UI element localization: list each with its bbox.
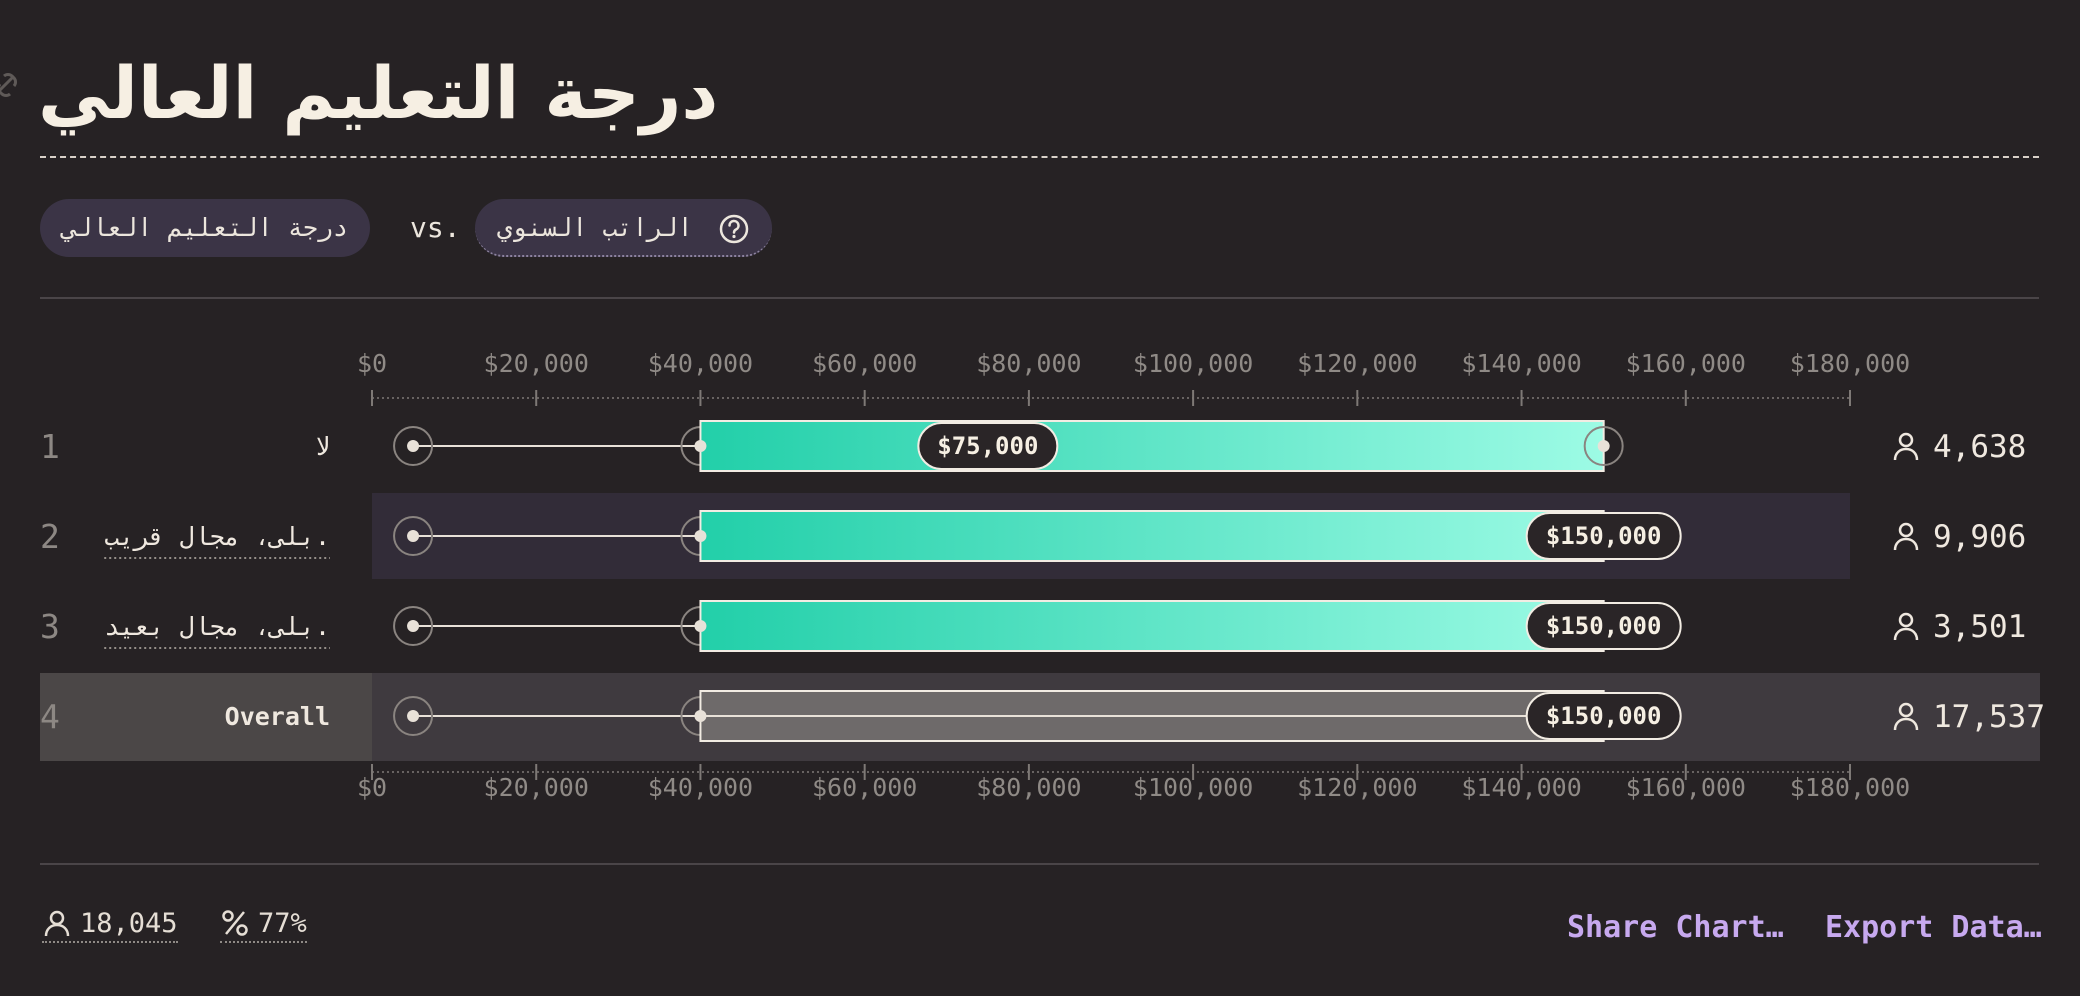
row-label: بلى، مجال قريب. bbox=[104, 522, 330, 551]
median-pill bbox=[1525, 512, 1682, 560]
min-marker-ring bbox=[393, 696, 434, 736]
person-icon-body bbox=[1893, 537, 1919, 551]
x-tick-label-top-4: $80,000 bbox=[976, 349, 1081, 378]
share-chart-link[interactable]: Share Chart… bbox=[1567, 910, 1784, 945]
q1-marker bbox=[694, 440, 707, 452]
min-marker bbox=[407, 530, 420, 542]
person-icon-head bbox=[1898, 522, 1914, 538]
percent-icon bbox=[222, 910, 248, 936]
person-icon bbox=[1893, 702, 1919, 731]
respondents-value: 18,045 bbox=[80, 908, 178, 939]
x-tick-label-top-0: $0 bbox=[357, 349, 387, 378]
min-marker-ring bbox=[393, 426, 434, 466]
x-tick-label-top-8: $160,000 bbox=[1626, 349, 1746, 378]
person-icon bbox=[1893, 432, 1919, 461]
median-label: $150,000 bbox=[1546, 612, 1662, 640]
min-marker bbox=[407, 620, 420, 632]
percent-value: 77% bbox=[258, 908, 307, 939]
row-label: Overall bbox=[225, 702, 330, 731]
x-tick-label-top-1: $20,000 bbox=[484, 349, 589, 378]
row-count: 9,906 bbox=[1933, 519, 2026, 555]
person-icon-head bbox=[1898, 432, 1914, 448]
vs-label: vs. bbox=[410, 211, 461, 244]
row-count: 3,501 bbox=[1933, 609, 2026, 645]
max-marker bbox=[1597, 440, 1610, 452]
salary-range-chart: $0 $20,000 $40,000 $60,000 $80,000 $100,000 $1… bbox=[40, 349, 2045, 802]
row-label: بلى، مجال بعيد. bbox=[104, 612, 330, 641]
page-title: درجة التعليم العالي bbox=[38, 51, 719, 135]
person-icon-body bbox=[1893, 447, 1919, 461]
x-tick-label-top-3: $60,000 bbox=[812, 349, 917, 378]
row-rank: 3 bbox=[40, 607, 60, 646]
footer-divider bbox=[40, 863, 2039, 865]
respondents-stat[interactable]: 18,045 bbox=[42, 908, 178, 943]
median-pill bbox=[1525, 692, 1682, 740]
x-tick-label-top-5: $100,000 bbox=[1133, 349, 1253, 378]
person-icon bbox=[1893, 612, 1919, 641]
percent-stat[interactable]: 77% bbox=[220, 908, 307, 943]
row-count: 4,638 bbox=[1933, 429, 2026, 465]
q1-marker bbox=[694, 620, 707, 632]
dimension-chip-label: درجة التعليم العالي bbox=[62, 213, 348, 242]
person-icon-head bbox=[1898, 702, 1914, 718]
min-marker-ring bbox=[393, 516, 434, 556]
range-bar bbox=[699, 600, 1605, 652]
overall-label-bg bbox=[40, 673, 372, 761]
x-tick-label-top-7: $140,000 bbox=[1461, 349, 1581, 378]
median-pill bbox=[1525, 602, 1682, 650]
x-tick-label-top-9: $180,000 bbox=[1790, 349, 1910, 378]
max-marker-ring bbox=[1583, 426, 1624, 466]
link-icon[interactable] bbox=[0, 70, 22, 100]
title-divider bbox=[40, 156, 2039, 158]
row-count: 17,537 bbox=[1933, 699, 2045, 735]
q1-marker bbox=[694, 710, 707, 722]
person-icon-body bbox=[1893, 627, 1919, 641]
export-data-link[interactable]: Export Data… bbox=[1825, 910, 2042, 945]
dimension-chip[interactable]: درجة التعليم العالي bbox=[40, 199, 370, 257]
person-icon bbox=[44, 910, 70, 937]
row-label: لا bbox=[315, 432, 330, 461]
help-icon[interactable] bbox=[718, 213, 750, 245]
filters-divider bbox=[40, 297, 2039, 299]
median-pill bbox=[917, 422, 1059, 470]
person-icon-body bbox=[1893, 717, 1919, 731]
median-label: $150,000 bbox=[1546, 522, 1662, 550]
min-marker-ring bbox=[393, 606, 434, 646]
metric-chip[interactable]: الراتب السنوي bbox=[475, 199, 772, 257]
range-bar bbox=[699, 510, 1605, 562]
person-icon-head bbox=[1898, 612, 1914, 628]
person-icon bbox=[1893, 522, 1919, 551]
min-marker bbox=[407, 710, 420, 722]
min-marker bbox=[407, 440, 420, 452]
x-tick-label-top-6: $120,000 bbox=[1297, 349, 1417, 378]
row-rank: 2 bbox=[40, 517, 60, 556]
row-rank: 4 bbox=[40, 697, 60, 736]
range-bar bbox=[699, 420, 1605, 472]
x-tick-label-top-2: $40,000 bbox=[648, 349, 753, 378]
median-label: $75,000 bbox=[937, 432, 1038, 460]
metric-chip-label: الراتب السنوي bbox=[497, 213, 693, 242]
q1-marker bbox=[694, 530, 707, 542]
median-label: $150,000 bbox=[1546, 702, 1662, 730]
row-rank: 1 bbox=[40, 427, 60, 466]
